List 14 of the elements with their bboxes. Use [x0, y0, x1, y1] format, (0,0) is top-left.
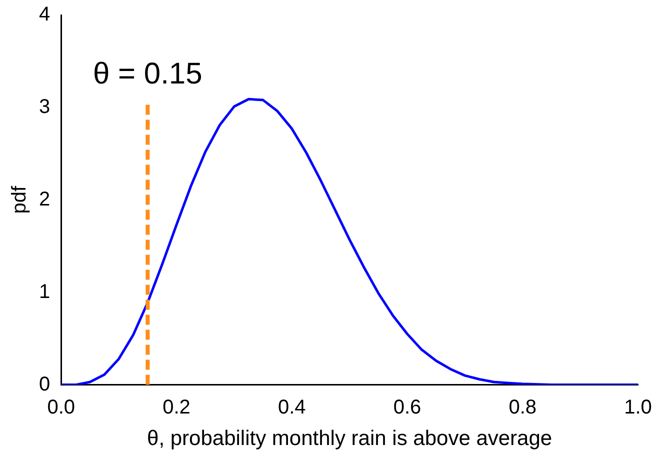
ref-line-label: θ = 0.15	[93, 57, 202, 90]
y-axis-title: pdf	[8, 186, 31, 214]
x-tick-label: 0.0	[47, 396, 76, 418]
x-tick-label: 0.2	[162, 396, 190, 418]
x-axis-title: θ, probability monthly rain is above average	[147, 427, 552, 450]
x-tick-label: 0.4	[278, 396, 306, 418]
x-tick-label: 1.0	[624, 396, 652, 418]
y-tick-label: 1	[39, 280, 50, 303]
x-tick-label: 0.6	[393, 396, 422, 418]
x-tick-label: 0.8	[508, 396, 537, 418]
y-tick-label: 0	[39, 373, 50, 396]
y-tick-label: 4	[39, 4, 50, 26]
y-tick-label: 2	[39, 188, 50, 210]
y-tick-label: 3	[39, 96, 50, 118]
